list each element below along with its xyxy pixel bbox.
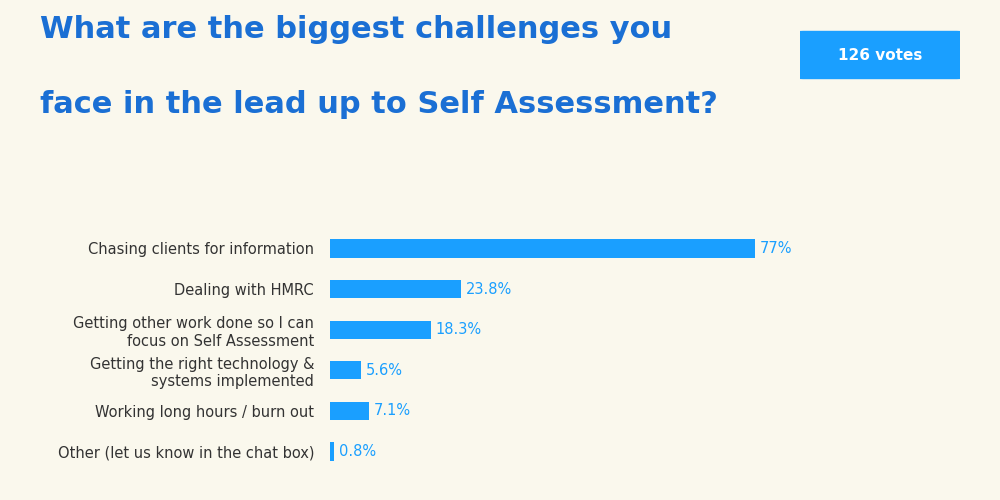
Text: 126 votes: 126 votes: [838, 48, 922, 62]
Text: What are the biggest challenges you: What are the biggest challenges you: [40, 15, 672, 44]
Bar: [330, 402, 369, 420]
Text: 7.1%: 7.1%: [374, 404, 411, 418]
Text: 18.3%: 18.3%: [436, 322, 482, 337]
Text: 23.8%: 23.8%: [466, 282, 512, 296]
Text: face in the lead up to Self Assessment?: face in the lead up to Self Assessment?: [40, 90, 718, 119]
Text: 0.8%: 0.8%: [339, 444, 376, 459]
Text: 77%: 77%: [760, 241, 792, 256]
Bar: [330, 361, 361, 380]
Bar: [330, 320, 431, 339]
Bar: [330, 240, 755, 258]
Bar: [330, 280, 461, 298]
Text: 5.6%: 5.6%: [365, 363, 402, 378]
Bar: [330, 442, 334, 460]
FancyBboxPatch shape: [795, 32, 965, 78]
